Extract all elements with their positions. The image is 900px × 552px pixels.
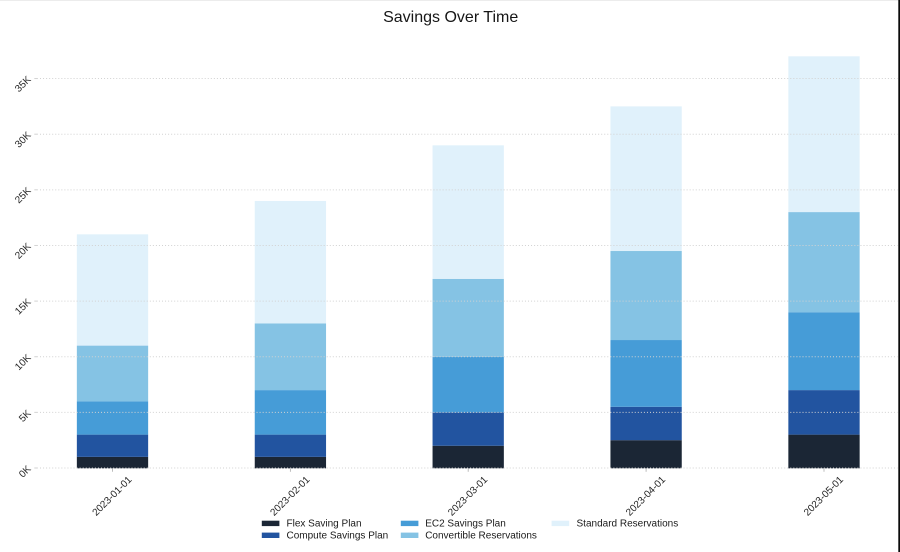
svg-text:Compute Savings Plan: Compute Savings Plan <box>287 530 389 541</box>
svg-text:Convertible Reservations: Convertible Reservations <box>425 530 537 541</box>
svg-text:Standard Reservations: Standard Reservations <box>577 518 679 529</box>
svg-text:EC2 Savings Plan: EC2 Savings Plan <box>425 518 506 529</box>
svg-text:Savings Over Time: Savings Over Time <box>383 9 518 26</box>
svg-text:Flex Saving Plan: Flex Saving Plan <box>287 518 362 529</box>
